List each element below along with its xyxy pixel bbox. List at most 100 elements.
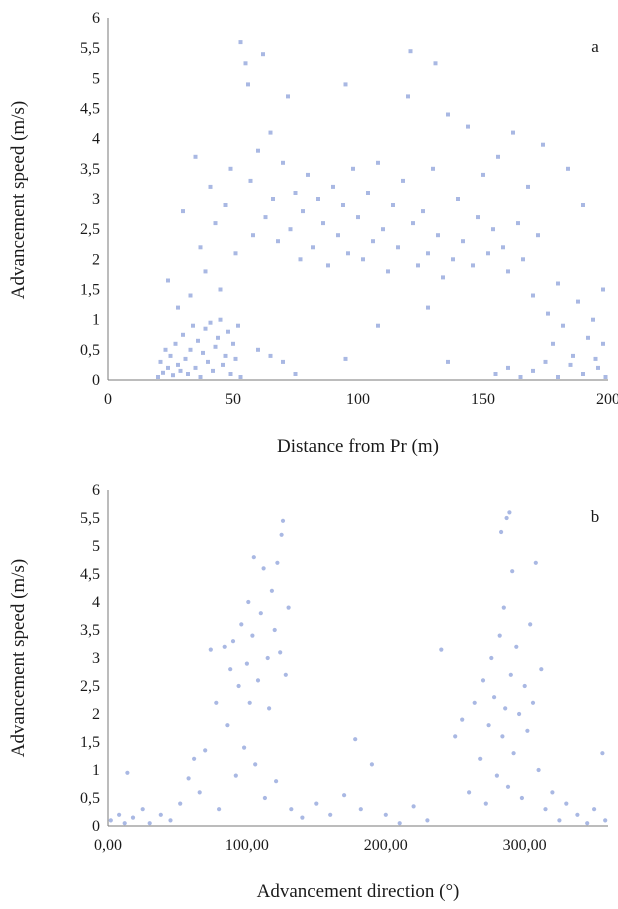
data-point (336, 233, 340, 238)
plot-area-b (108, 490, 608, 826)
data-point (506, 365, 510, 370)
data-point (533, 560, 538, 565)
data-point (176, 362, 180, 367)
data-point (278, 650, 283, 655)
data-point (476, 215, 480, 220)
data-point (233, 356, 238, 361)
data-point (223, 203, 228, 207)
data-point (117, 812, 122, 817)
data-point (411, 221, 415, 226)
data-point (436, 233, 440, 238)
data-point (247, 700, 252, 705)
data-point (293, 372, 298, 376)
data-point (361, 257, 365, 262)
data-point (279, 532, 284, 537)
data-point (539, 667, 544, 672)
data-point (158, 359, 163, 364)
data-point (197, 790, 202, 795)
data-point (439, 647, 444, 652)
data-point (550, 790, 555, 795)
y-tick-label: 5 (92, 70, 100, 87)
data-point (156, 375, 160, 379)
data-point (193, 365, 198, 370)
data-point (280, 518, 286, 523)
data-point (342, 793, 347, 798)
data-point (489, 655, 494, 661)
y-tick-label: 4 (92, 131, 100, 148)
data-point (501, 245, 505, 250)
y-tick-label: 3 (92, 191, 100, 208)
data-point (600, 751, 605, 756)
data-point (268, 353, 273, 358)
data-point (591, 317, 595, 322)
data-point (178, 801, 183, 806)
data-point (243, 61, 248, 66)
y-tick-label: 2 (92, 706, 100, 723)
data-point (496, 154, 500, 159)
data-point (193, 154, 198, 159)
data-point (522, 683, 527, 689)
data-point (255, 678, 261, 683)
data-point (491, 227, 495, 232)
data-point (225, 723, 230, 728)
data-point (346, 251, 350, 256)
data-point (222, 644, 227, 649)
data-point (543, 359, 548, 364)
data-point (426, 305, 430, 310)
data-point (218, 287, 223, 292)
data-point (263, 215, 268, 220)
data-point (525, 728, 530, 733)
data-point (196, 338, 200, 343)
data-point (276, 239, 280, 244)
data-point (228, 166, 233, 171)
data-point (198, 245, 203, 250)
data-point (331, 184, 335, 189)
data-point (343, 82, 348, 87)
data-point (213, 221, 218, 226)
data-point (306, 172, 310, 177)
data-point (603, 375, 608, 379)
data-point (556, 375, 560, 379)
data-point (541, 142, 545, 147)
data-point (216, 335, 220, 340)
data-point (467, 790, 472, 795)
data-point (221, 362, 225, 367)
data-point (401, 178, 405, 183)
data-point (208, 320, 213, 325)
x-axis-title-b: Advancement direction (°) (257, 881, 460, 902)
data-point (411, 804, 416, 809)
data-point (203, 326, 208, 331)
y-tick-label: 5,5 (80, 510, 100, 527)
data-point (501, 605, 506, 610)
data-point (568, 362, 573, 367)
data-point (497, 633, 502, 638)
data-point (256, 347, 260, 352)
data-point (586, 335, 590, 340)
data-point (472, 700, 477, 705)
data-point (530, 700, 536, 705)
data-point (486, 723, 491, 728)
data-point (183, 356, 188, 361)
x-tick-label: 0,00 (94, 837, 122, 854)
data-point (248, 178, 253, 183)
y-axis-title-b: Advancement speed (m/s) (8, 559, 29, 757)
y-tick-label: 4,5 (80, 566, 100, 583)
y-tick-label: 1 (92, 312, 100, 329)
data-point (181, 332, 185, 337)
y-tick-label: 3,5 (80, 161, 100, 178)
data-point (561, 323, 565, 328)
data-point (261, 566, 266, 571)
data-point (161, 370, 165, 375)
data-point (571, 353, 575, 358)
data-point (397, 821, 402, 826)
data-point (585, 821, 590, 826)
data-point (504, 515, 509, 521)
data-point (503, 706, 508, 711)
x-tick-label: 300,00 (503, 837, 547, 854)
y-axis-title-a: Advancement speed (m/s) (8, 101, 29, 299)
data-point (230, 639, 236, 644)
data-point (376, 160, 380, 165)
data-point (356, 215, 360, 220)
data-point (242, 745, 247, 750)
y-tick-label: 0 (92, 372, 100, 389)
